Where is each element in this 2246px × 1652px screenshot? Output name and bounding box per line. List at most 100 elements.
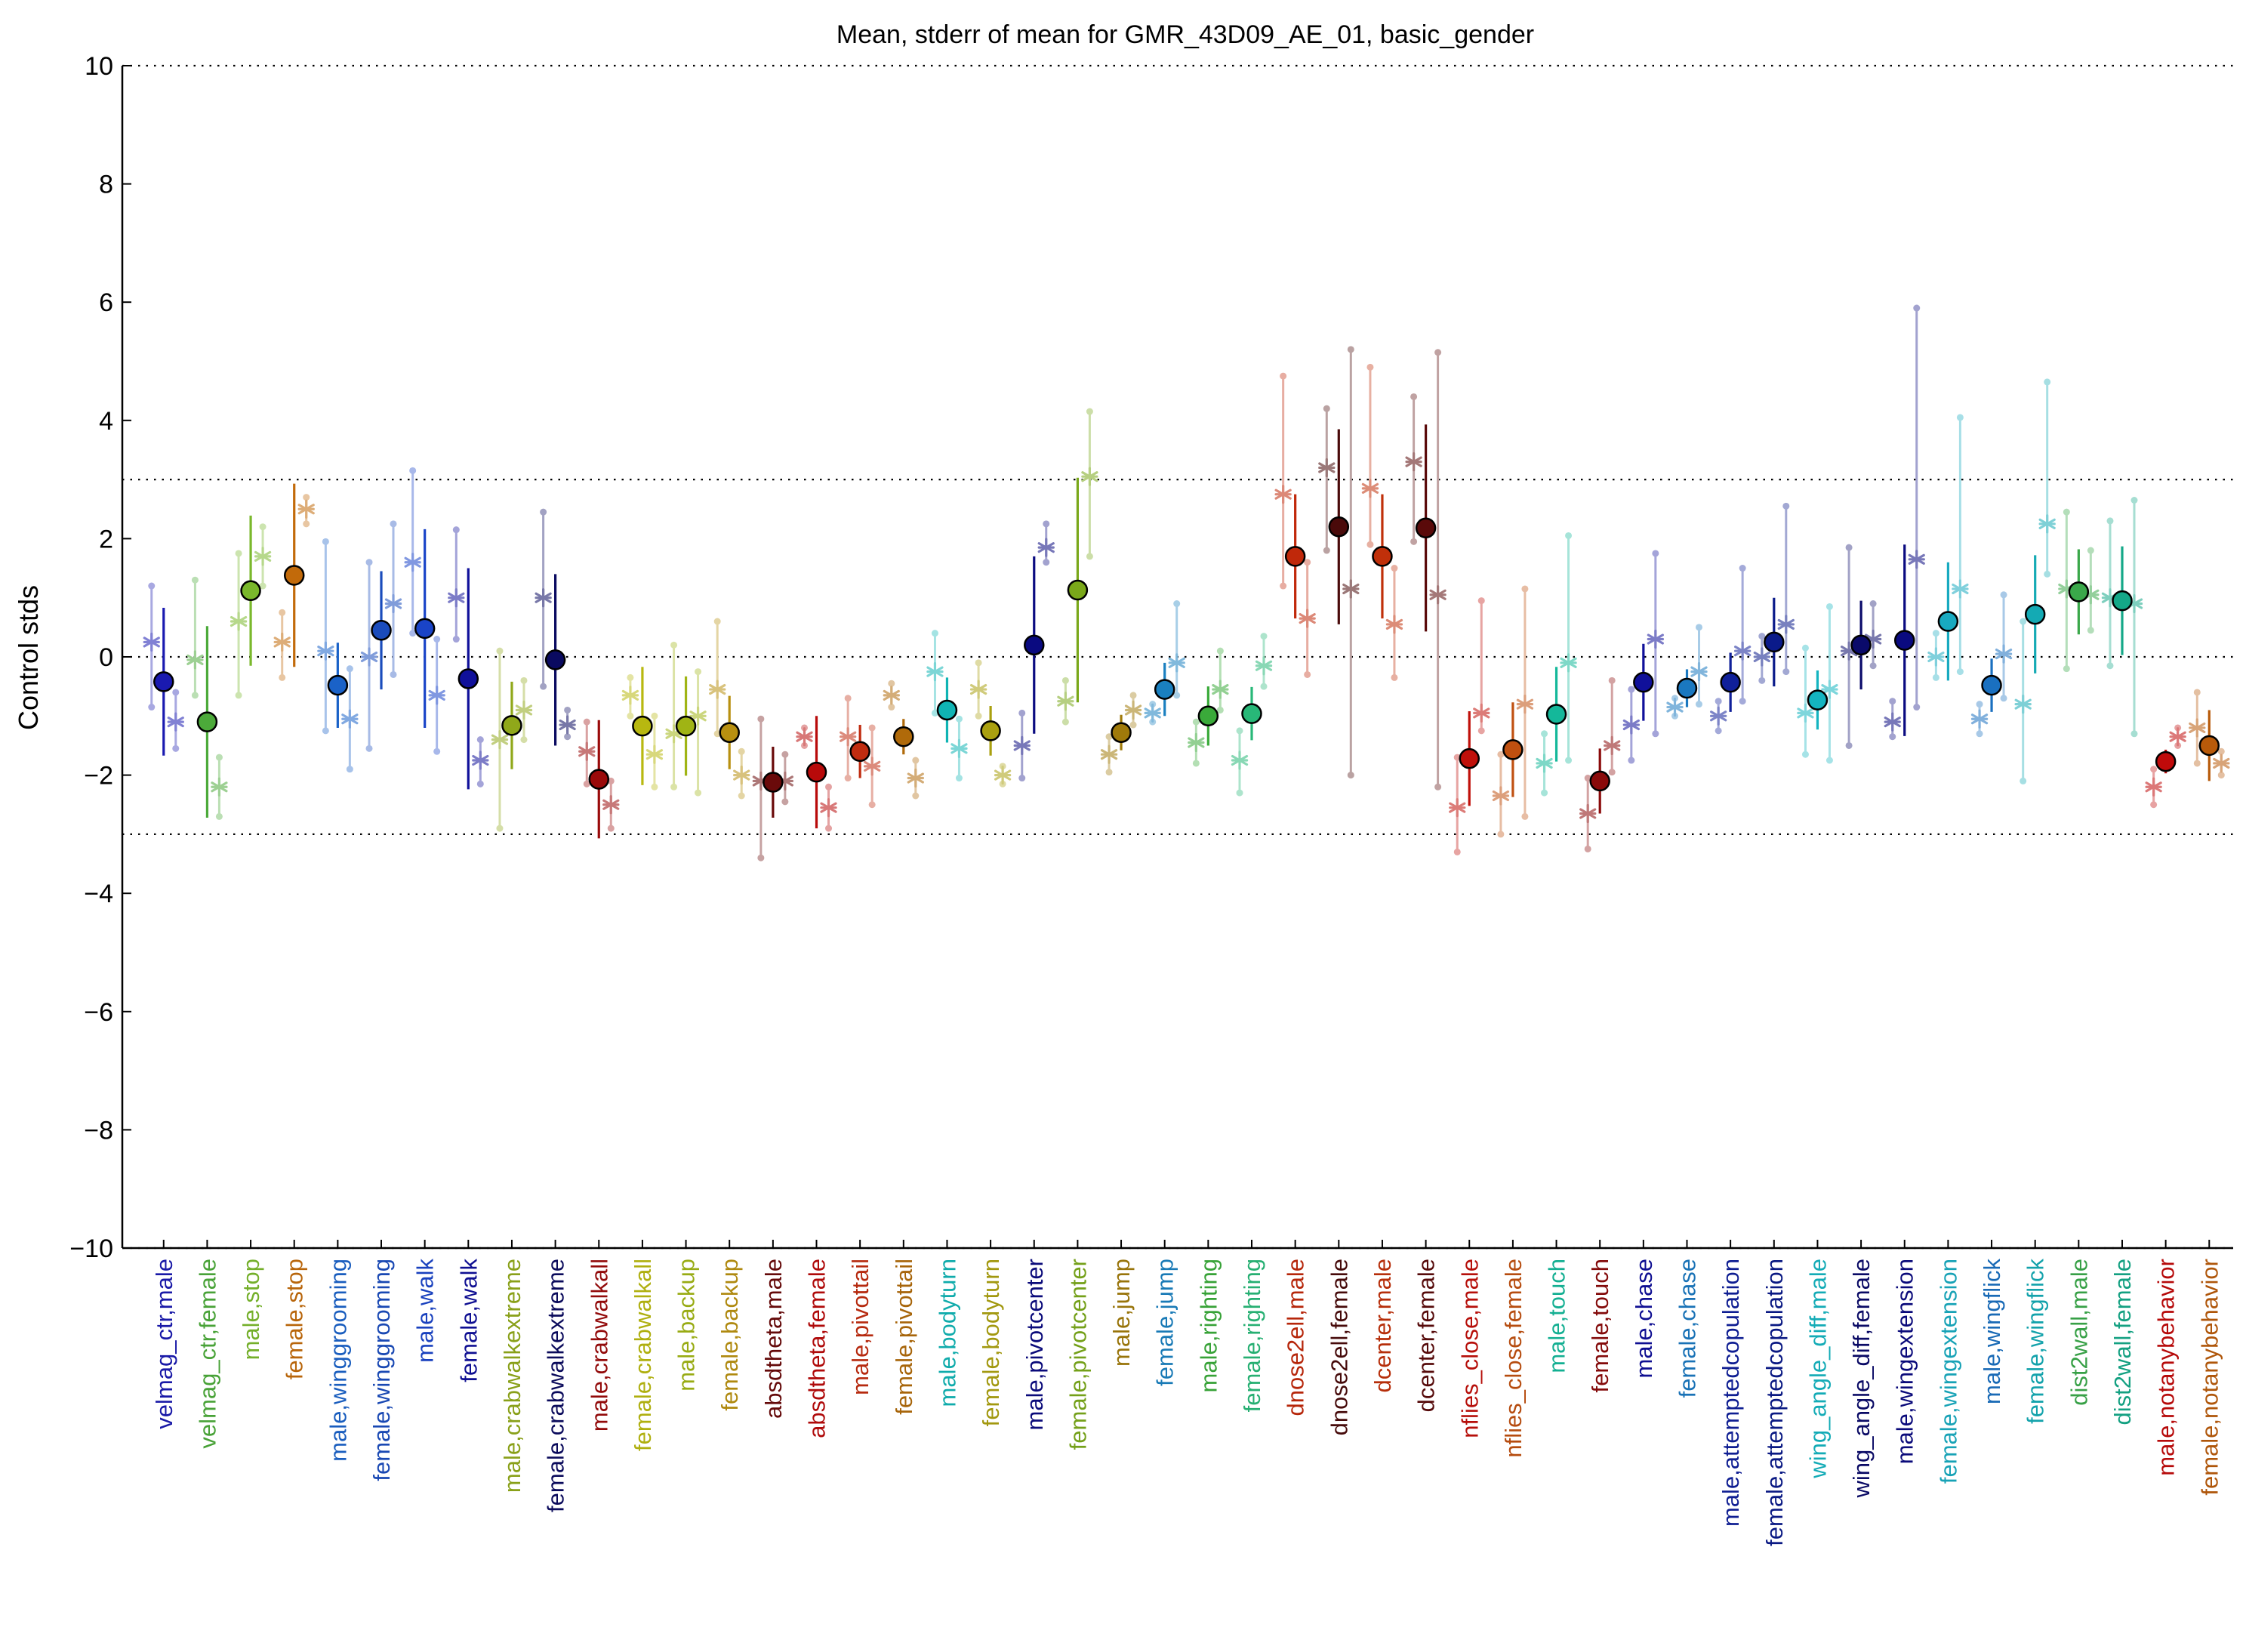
sub-mean-a-marker bbox=[1884, 712, 1901, 732]
sub-mean-a-marker bbox=[1709, 706, 1727, 726]
sub-range-b-min bbox=[1869, 662, 1877, 670]
sub-range-a-min bbox=[1453, 848, 1461, 855]
category-23 bbox=[1144, 600, 1185, 726]
x-tick-label: female,bodyturn bbox=[978, 1259, 1004, 1426]
sub-range-a-min bbox=[931, 709, 938, 717]
sub-range-a-max bbox=[1236, 727, 1243, 735]
sub-range-b-min bbox=[955, 775, 963, 782]
sub-mean-b-marker bbox=[1690, 661, 1708, 682]
x-tick-label: male,crabwalkextreme bbox=[499, 1259, 525, 1493]
sub-range-b-min bbox=[1434, 783, 1442, 791]
sub-mean-b-marker bbox=[1342, 579, 1360, 599]
sub-range-b-max bbox=[1043, 520, 1050, 528]
sub-range-b-min bbox=[738, 792, 745, 800]
x-tick-label: dcenter,male bbox=[1369, 1259, 1396, 1393]
x-tick-label: male,walk bbox=[412, 1259, 439, 1363]
sub-range-a-max bbox=[583, 718, 590, 726]
mean-marker bbox=[588, 769, 610, 790]
mean-marker bbox=[371, 620, 392, 641]
sub-range-b-max bbox=[1652, 550, 1659, 557]
sub-range-a-min bbox=[2020, 777, 2027, 784]
sub-mean-b-marker bbox=[254, 547, 272, 566]
y-axis-ticks: −10 −8 −6 −4 −2 0 2 4 6 8 10 bbox=[69, 52, 131, 1263]
category-32 bbox=[1536, 532, 1577, 797]
sub-mean-a-marker bbox=[1318, 458, 1336, 478]
category-24 bbox=[1188, 647, 1229, 767]
sub-range-a-max bbox=[1845, 544, 1853, 551]
chart-title: Mean, stderr of mean for GMR_43D09_AE_01… bbox=[836, 20, 1534, 49]
sub-range-b-min bbox=[1521, 812, 1529, 820]
sub-range-a-max bbox=[1758, 633, 1766, 640]
sub-range-a-min bbox=[2193, 760, 2201, 767]
sub-mean-a-marker bbox=[1622, 715, 1641, 735]
category-4 bbox=[317, 538, 359, 773]
sub-mean-a-marker bbox=[1057, 692, 1074, 711]
sub-range-b-min bbox=[651, 783, 658, 791]
sub-mean-b-marker bbox=[2169, 727, 2186, 747]
sub-mean-b-marker bbox=[1777, 615, 1795, 634]
y-tick-label: −10 bbox=[69, 1234, 113, 1263]
category-34 bbox=[1622, 550, 1665, 764]
mean-marker bbox=[1024, 634, 1045, 656]
sub-range-a-max bbox=[279, 609, 286, 616]
x-tick-label: male,wingextension bbox=[1892, 1259, 1918, 1464]
sub-range-b-max bbox=[1086, 408, 1093, 415]
category-47 bbox=[2189, 689, 2230, 781]
category-28 bbox=[1361, 363, 1403, 681]
mean-marker bbox=[283, 565, 305, 586]
sub-range-b-max bbox=[1173, 600, 1181, 608]
category-27 bbox=[1318, 346, 1360, 779]
x-tick-label: male,bodyturn bbox=[934, 1259, 960, 1407]
x-tick-label: male,righting bbox=[1195, 1259, 1222, 1392]
sub-mean-a-marker bbox=[491, 730, 509, 750]
y-tick-label: 8 bbox=[99, 171, 113, 199]
sub-range-a-min bbox=[1845, 741, 1853, 749]
sub-mean-b-marker bbox=[1081, 467, 1098, 486]
sub-range-a-max bbox=[713, 618, 721, 625]
category-16 bbox=[839, 695, 881, 809]
sub-mean-a-marker bbox=[1361, 479, 1379, 498]
sub-range-a-max bbox=[1192, 718, 1200, 726]
sub-range-a-max bbox=[1889, 698, 1896, 705]
sub-range-a-min bbox=[1758, 677, 1766, 684]
sub-range-b-max bbox=[172, 689, 180, 696]
sub-mean-a-marker bbox=[1144, 703, 1161, 723]
sub-range-b-max bbox=[2000, 591, 2007, 599]
mean-marker bbox=[458, 668, 479, 689]
sub-mean-b-marker bbox=[1908, 550, 1925, 569]
y-tick-label: 4 bbox=[99, 407, 113, 436]
sub-range-b-max bbox=[607, 777, 615, 784]
sub-range-a-min bbox=[1192, 760, 1200, 767]
sub-mean-a-marker bbox=[1579, 803, 1597, 824]
sub-mean-b-marker bbox=[1385, 615, 1403, 634]
mean-marker bbox=[936, 699, 958, 721]
sub-range-b-max bbox=[520, 677, 528, 684]
sub-range-a-max bbox=[365, 559, 373, 566]
sub-range-b-max bbox=[476, 736, 484, 744]
x-tick-label: nflies_close,female bbox=[1500, 1259, 1527, 1458]
sub-range-b-min bbox=[781, 798, 789, 806]
sub-range-a-min bbox=[1497, 831, 1505, 838]
sub-range-a-max bbox=[2063, 508, 2070, 516]
category-13 bbox=[709, 618, 750, 800]
sub-range-a-min bbox=[1628, 757, 1635, 764]
category-40 bbox=[1884, 304, 1925, 741]
y-tick-label: −6 bbox=[84, 998, 113, 1027]
sub-mean-a-marker bbox=[1231, 750, 1249, 770]
sub-mean-a-marker bbox=[1188, 732, 1205, 753]
sub-mean-a-marker bbox=[448, 588, 465, 608]
sub-range-b-min bbox=[912, 792, 920, 800]
category-8 bbox=[491, 647, 533, 832]
y-tick-label: 0 bbox=[99, 643, 113, 672]
sub-range-b-min bbox=[695, 789, 702, 797]
sub-mean-a-marker bbox=[2145, 777, 2162, 797]
sub-range-a-min bbox=[279, 673, 286, 681]
sub-range-a-min bbox=[757, 854, 765, 861]
x-tick-label: dnose2ell,male bbox=[1283, 1259, 1309, 1416]
sub-range-b-min bbox=[2087, 627, 2094, 634]
mean-marker bbox=[1111, 722, 1132, 743]
sub-mean-b-marker bbox=[907, 768, 924, 788]
sub-range-b-min bbox=[1782, 668, 1790, 676]
sub-range-b-max bbox=[259, 523, 267, 531]
category-2 bbox=[230, 515, 272, 699]
